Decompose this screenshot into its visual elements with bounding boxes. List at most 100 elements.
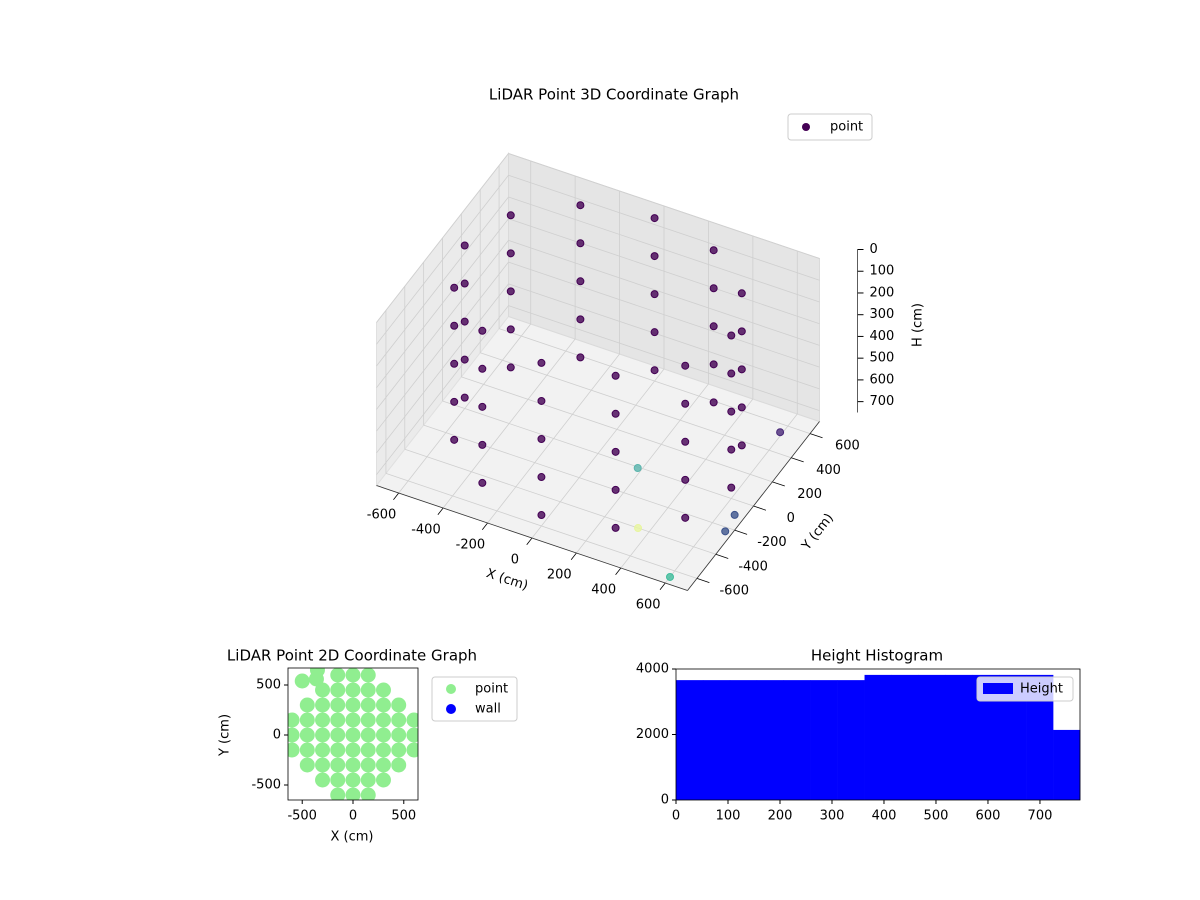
tick-mark [526,537,533,546]
z-tick-label: 500 [870,351,895,366]
data-point [730,510,739,519]
data-point [537,396,546,405]
data-point [360,742,376,758]
data-point [666,572,674,581]
z-tick-label: 0 [870,242,878,257]
data-point [506,249,515,258]
data-point [288,727,300,743]
tick-mark [659,582,666,591]
x-tick-label: 400 [591,582,616,597]
y-tick-label: 400 [816,463,841,478]
tick-mark [809,433,823,439]
data-point [681,475,690,484]
chart-title: LiDAR Point 2D Coordinate Graph [227,647,477,665]
x-tick-label: -500 [287,809,317,824]
grid-line [508,305,820,412]
data-point [611,447,620,456]
data-point [345,757,361,773]
data-point [288,742,300,758]
y-tick-label: 0 [661,793,669,808]
x-axis-label: X (cm) [331,830,374,845]
data-point [737,441,746,450]
data-point [406,742,418,758]
y-tick-label: 2000 [636,727,669,742]
data-point [506,325,515,334]
z-tick-label: 400 [870,329,895,344]
x-tick-label: 200 [768,809,793,824]
grid-line [423,424,735,531]
data-point [737,365,746,374]
data-point [375,757,391,773]
data-point [537,511,546,520]
bar [891,674,919,800]
x-tick-label: 500 [924,809,949,824]
data-point [450,397,459,406]
x-tick-label: -600 [367,507,397,522]
data-point [330,742,346,758]
data-point [391,757,407,773]
data-point [650,214,659,223]
data-point [299,742,315,758]
tick-mark [715,553,729,559]
bar [864,674,892,800]
data-point [360,727,376,743]
data-point [315,712,331,728]
bar [945,674,973,800]
data-point [330,682,346,698]
plot-area [288,668,418,800]
bar [1053,729,1081,800]
data-point [681,361,690,370]
y-tick-label: -600 [719,584,749,599]
data-point [406,712,418,728]
data-point [681,513,690,522]
legend-label: point [475,682,508,697]
bar [783,680,811,800]
data-point [315,742,331,758]
legend-marker [983,683,1013,694]
grid-line [508,174,820,281]
tick-mark [437,507,444,516]
z-tick-label: 600 [870,372,895,387]
axis-line [376,485,688,591]
data-point [460,317,469,326]
data-point [299,727,315,743]
y-tick-label: 500 [256,678,281,693]
data-point [391,727,407,743]
data-point [460,355,469,364]
data-point [360,772,376,788]
tick-mark [393,492,400,501]
grid-line [498,328,811,434]
data-point [391,697,407,713]
data-point [330,712,346,728]
data-point [299,757,315,773]
grid-line [508,153,820,259]
data-point [634,524,643,533]
data-point [308,671,324,687]
data-point [360,712,376,728]
data-point [611,409,620,418]
data-point [391,742,407,758]
data-point [345,787,361,800]
data-point [478,478,487,487]
data-point [315,727,331,743]
tick-mark [481,522,488,531]
data-point [315,682,331,698]
grid-line [461,376,773,483]
x-tick-label: 0 [672,809,680,824]
data-point [375,712,391,728]
data-point [360,757,376,773]
data-point [315,772,331,788]
data-point [330,772,346,788]
grid-line [508,218,820,325]
data-point [478,440,487,449]
data-point [360,682,376,698]
data-point [360,668,376,683]
y-tick-label: 0 [273,728,281,743]
data-point [330,668,346,683]
data-point [611,371,620,380]
data-point [537,473,546,482]
data-point [576,315,585,324]
bar [729,680,758,800]
legend-marker [446,684,456,694]
